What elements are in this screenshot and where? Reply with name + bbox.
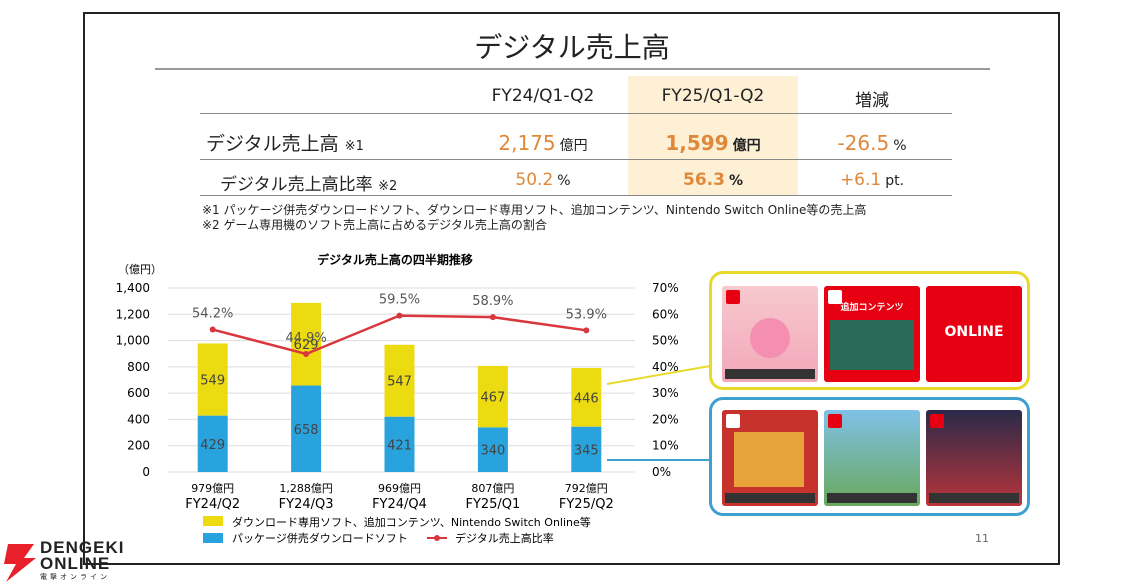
nintendo-switch-online-card: ONLINE [926, 286, 1022, 382]
divider [200, 195, 952, 196]
slide-title: デジタル売上高 [474, 31, 670, 64]
addon-label: 追加コンテンツ [840, 303, 904, 313]
unit: pt. [885, 173, 905, 189]
diff-digital-ratio: +6.1 pt. [787, 170, 957, 190]
zelda-card [824, 410, 920, 506]
unit: % [557, 173, 571, 189]
download-products-panel: 追加コンテンツ ONLINE [709, 271, 1030, 390]
value: 50.2 [515, 170, 554, 190]
fy24-digital-sales: 2,175 億円 [458, 131, 628, 155]
mario-kart-card [926, 410, 1022, 506]
paper-mario-card [722, 410, 818, 506]
package-products-panel [709, 397, 1030, 516]
footnote-mark: ※1 [344, 139, 364, 154]
footnote-2: ※2 ゲーム専用機のソフト売上高に占めるデジタル売上高の割合 [202, 218, 547, 232]
lightning-icon [4, 544, 36, 582]
value: -26.5 [837, 131, 890, 155]
header-diff: 増減 [855, 91, 889, 111]
title-divider [155, 68, 990, 70]
diff-digital-sales: -26.5% [787, 131, 957, 155]
header-fy24: FY24/Q1-Q2 [491, 86, 595, 106]
footnote-1: ※1 パッケージ併売ダウンロードソフト、ダウンロード専用ソフト、追加コンテンツ、… [202, 203, 867, 217]
value: 1,599 [665, 131, 729, 155]
logo-subtitle: 電撃オンライン [40, 573, 110, 581]
page-number: 11 [975, 532, 989, 545]
fy25-digital-ratio: 56.3% [628, 170, 798, 190]
value: 56.3 [683, 170, 725, 190]
addon-content-card: 追加コンテンツ [824, 286, 920, 382]
row-label: デジタル売上高比率 ※2 [220, 170, 397, 195]
row-label: デジタル売上高 ※1 [206, 129, 364, 156]
unit: % [728, 173, 743, 189]
value: +6.1 [839, 170, 882, 190]
fy25-digital-sales: 1,599 億円 [628, 131, 798, 155]
value: 2,175 [498, 131, 556, 155]
unit: 億円 [559, 138, 588, 154]
kirby-card [722, 286, 818, 382]
footnote-mark: ※2 [378, 179, 398, 194]
unit: 億円 [732, 138, 761, 154]
fy24-digital-ratio: 50.2% [458, 170, 628, 190]
header-fy25: FY25/Q1-Q2 [661, 86, 765, 106]
slide-frame [83, 12, 1060, 565]
divider [200, 159, 952, 160]
divider [200, 113, 952, 114]
unit: % [893, 138, 907, 154]
row-label-text: デジタル売上高 [206, 133, 339, 155]
dengeki-online-logo: DENGEKI ONLINE 電撃オンライン [0, 538, 130, 582]
online-label: ONLINE [944, 324, 1004, 340]
logo-wordmark: DENGEKI ONLINE [40, 538, 125, 573]
fy25-column-highlight [628, 76, 798, 196]
row-label-text: デジタル売上高比率 [220, 175, 373, 195]
